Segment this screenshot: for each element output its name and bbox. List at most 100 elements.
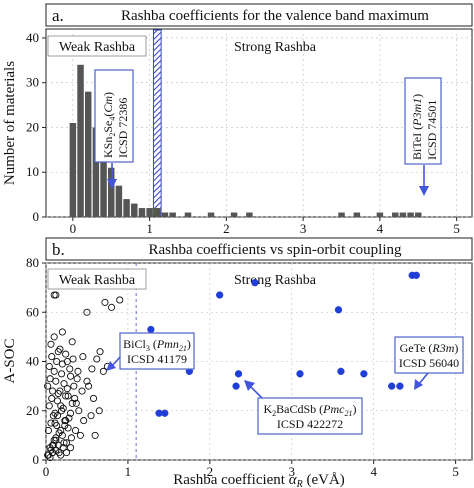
- weak-rashba-point: [66, 365, 74, 373]
- weak-rashba-point: [49, 449, 57, 457]
- x-tick-label-b: 1: [125, 464, 132, 479]
- weak-rashba-point: [96, 348, 104, 356]
- y-tick-label-b: 0: [33, 452, 40, 467]
- histogram-bar: [353, 212, 361, 217]
- y-axis-label-b: A-SOC: [2, 338, 18, 383]
- weak-rashba-point: [62, 449, 71, 457]
- histogram-bar: [184, 212, 192, 217]
- ticks-a: 0 1 2 3 4 5 0 10 20 30 40: [26, 30, 460, 236]
- weak-rashba-point: [67, 409, 75, 417]
- annotation-icsd-gete: ICSD 56040: [399, 356, 459, 370]
- panel-label-a: a.: [52, 6, 64, 25]
- weak-rashba-point: [54, 389, 62, 398]
- x-tick-label-a: 5: [453, 221, 460, 236]
- y-tick-label-a: 20: [26, 119, 39, 134]
- annotation-box-ksn2se4: [94, 69, 134, 163]
- weak-rashba-point: [57, 402, 65, 410]
- annotation-arrowhead-gete: [414, 379, 423, 390]
- histogram-bar: [376, 212, 384, 217]
- y-tick-label-a: 30: [26, 75, 39, 90]
- annotation-formula-bitei: BiTeI (P3m1): [410, 94, 424, 160]
- annotation-box-bicl3: [119, 332, 195, 370]
- annotation-arrow-k2bacdsb: [249, 385, 263, 399]
- weak-rashba-point: [53, 357, 61, 366]
- strong-rashba-point: [412, 271, 420, 279]
- histogram-bar: [230, 212, 238, 217]
- strong-rashba-label-b: Strong Rashba: [234, 273, 317, 288]
- annotation-bicl3: BiCl3 (Pmn21) ICSD 41179: [106, 332, 195, 371]
- histogram-bar: [77, 64, 84, 217]
- weak-rashba-point: [63, 385, 71, 393]
- annotation-arrow-bicl3: [111, 356, 121, 367]
- weak-rashba-point: [49, 387, 57, 395]
- strong-rashba-point: [216, 291, 224, 299]
- bars-a: [69, 64, 422, 217]
- weak-rashba-point: [61, 421, 69, 430]
- weak-rashba-point: [49, 441, 57, 449]
- histogram-bar: [415, 212, 422, 217]
- weak-rashba-point: [57, 426, 65, 435]
- weak-rashba-point: [67, 372, 75, 380]
- weak-rashba-point: [52, 291, 60, 299]
- weak-rashba-point: [62, 439, 71, 447]
- x-tick-label-a: 4: [377, 221, 384, 236]
- weak-rashba-point: [50, 367, 58, 375]
- strong-rashba-label-a: Strong Rashba: [234, 40, 317, 55]
- y-tick-label-a: 40: [26, 30, 39, 45]
- ticks-b: 0 1 2 3 4 5 0 20 40 60 80: [26, 255, 459, 479]
- weak-rashba-point: [59, 444, 67, 452]
- panel-label-b: b.: [52, 240, 65, 259]
- histogram-bar: [69, 123, 77, 217]
- annotation-arrowhead-k2bacdsb: [244, 380, 255, 391]
- weak-rashba-point: [54, 348, 62, 356]
- weak-rashba-point: [95, 407, 103, 415]
- y-tick-label-b: 20: [26, 403, 39, 418]
- x-tick-label-b: 4: [370, 464, 377, 479]
- annotation-bitei: BiTeI (P3m1) ICSD 74501: [404, 77, 442, 196]
- strong-rashba-point: [232, 382, 240, 390]
- x-axis-label-b: Rashba coefficient αR (eVÅ): [173, 472, 345, 488]
- weak-rashba-point: [48, 353, 56, 361]
- x-tick-label-b: 5: [452, 464, 459, 479]
- x-tick-label-a: 0: [70, 221, 77, 236]
- annotation-arrowhead-ksn2se4: [107, 179, 117, 189]
- y-tick-label-a: 10: [26, 164, 39, 179]
- annotation-arrow-gete: [418, 372, 429, 385]
- weak-rashba-point: [83, 377, 91, 385]
- histogram-bar: [100, 145, 107, 217]
- annotation-formula-k2bacdsb: K2BaCdSb (Pmc21): [263, 402, 356, 418]
- weak-rashba-point: [50, 333, 58, 341]
- weak-rashba-box-b: [47, 268, 147, 290]
- x-tick-label-b: 2: [207, 464, 214, 479]
- weak-rashba-point: [45, 362, 53, 370]
- x-tick-label-b: 0: [43, 464, 50, 479]
- annotation-box-bitei: [404, 77, 442, 165]
- y-tick-label-b: 60: [26, 304, 39, 319]
- title-box-a: [45, 3, 473, 27]
- weak-rashba-point: [78, 387, 86, 395]
- weak-rashba-box-a: [47, 35, 147, 57]
- annotation-box-k2bacdsb: [257, 397, 363, 435]
- weak-rashba-point: [64, 392, 72, 400]
- histogram-bar: [338, 212, 345, 217]
- strong-rashba-point: [234, 370, 243, 378]
- histogram-bar: [399, 212, 407, 217]
- histogram-bar: [115, 185, 123, 217]
- weak-rashba-point: [83, 308, 91, 316]
- strong-rashba-point: [161, 409, 169, 417]
- annotation-icsd-k2bacdsb: ICSD 422272: [277, 417, 343, 431]
- weak-rashba-point: [101, 298, 109, 306]
- weak-rashba-point: [62, 392, 70, 400]
- chart-title-a: Rashba coefficients for the valence band…: [121, 8, 429, 24]
- weak-rashba-point: [48, 394, 56, 402]
- weak-rashba-point: [60, 439, 68, 447]
- weak-rashba-point: [58, 370, 66, 378]
- histogram-bar: [138, 208, 146, 217]
- panel-b: b. Rashba coefficients vs spin-orbit cou…: [2, 237, 473, 488]
- x-tick-label-a: 2: [223, 221, 230, 236]
- weak-rashba-point: [62, 350, 70, 358]
- histogram-bar: [392, 212, 399, 217]
- weak-rashba-point: [69, 355, 77, 363]
